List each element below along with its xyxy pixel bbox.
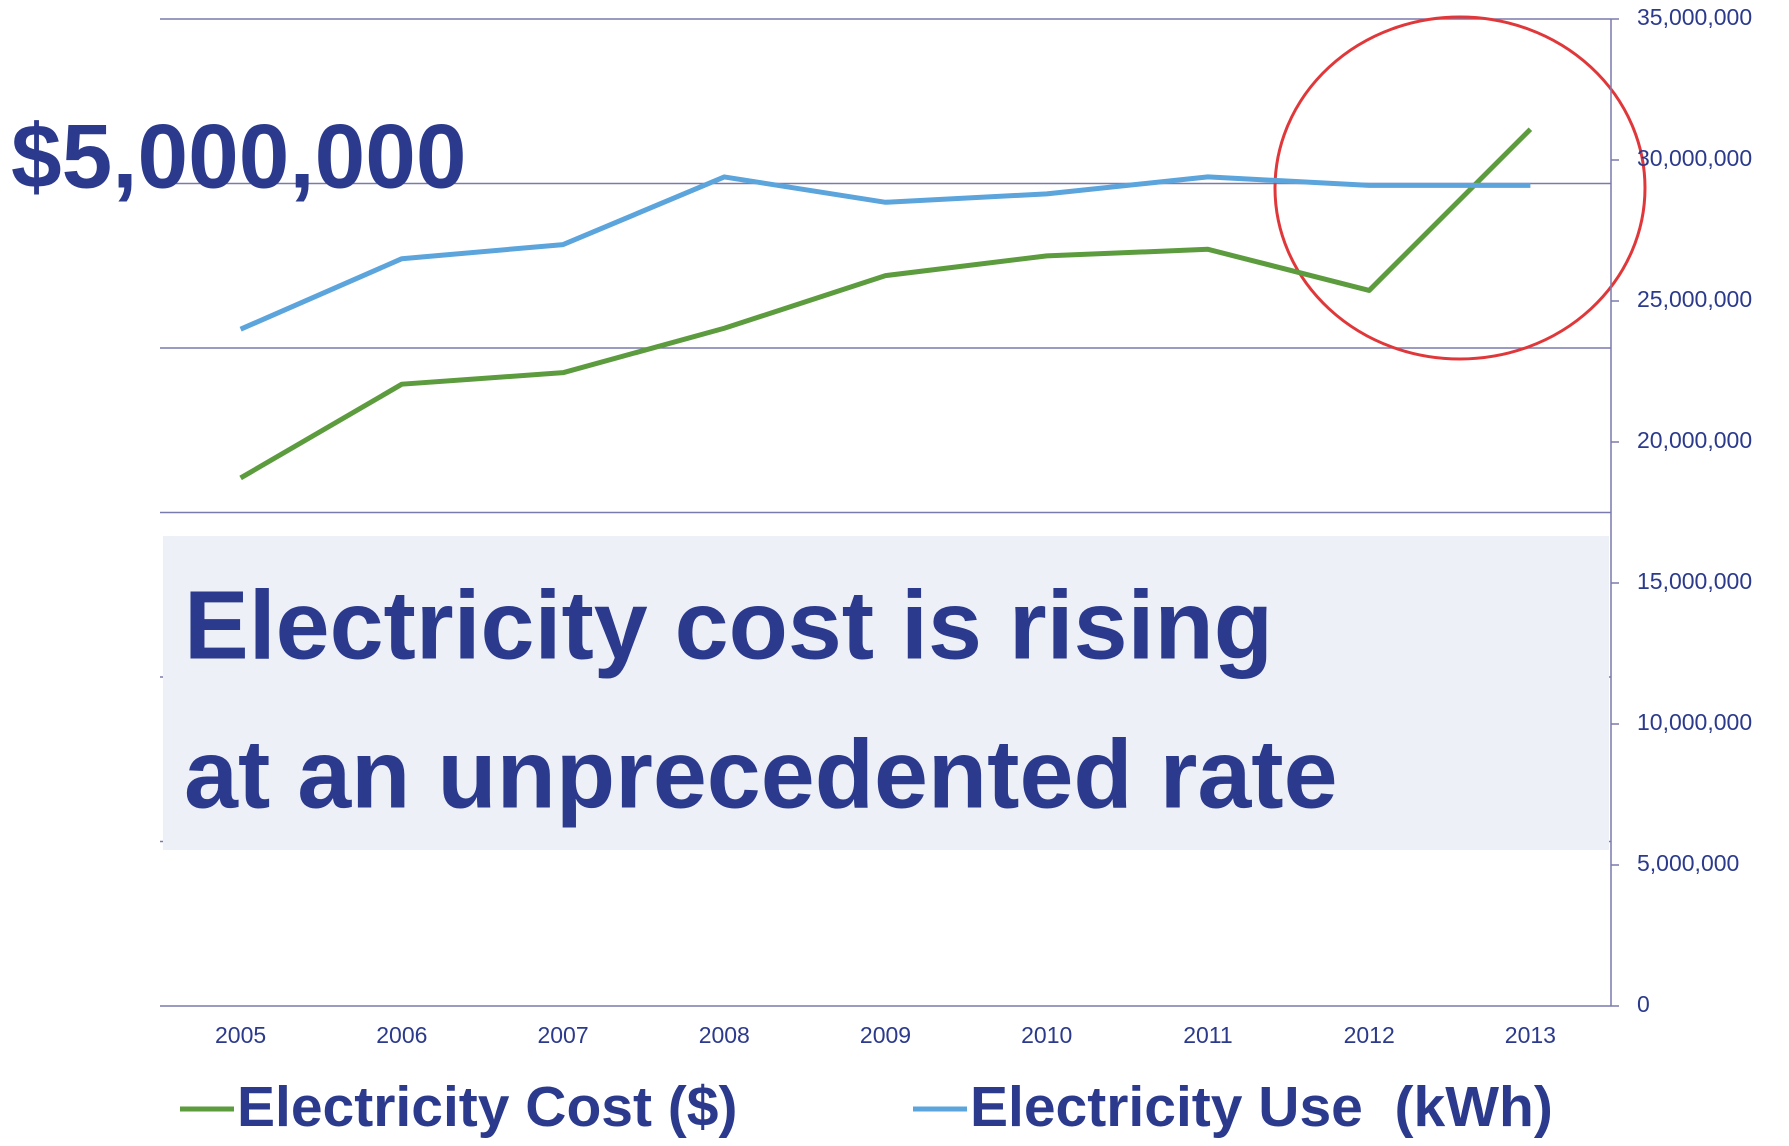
- highlight-circle: [1273, 15, 1647, 361]
- y2-tick-label: 0: [1637, 991, 1650, 1017]
- y2-tick-label: 20,000,000: [1637, 427, 1752, 453]
- x-tick-label: 2005: [215, 1022, 266, 1048]
- x-tick-label: 2010: [1021, 1022, 1072, 1048]
- annotation-text: Electricity cost is rising: [184, 571, 1273, 680]
- y2-tick-label: 10,000,000: [1637, 709, 1752, 735]
- annotation-box: [163, 536, 1609, 850]
- y2-tick-label: 30,000,000: [1637, 145, 1752, 171]
- y2-tick-label: 15,000,000: [1637, 568, 1752, 594]
- x-tick-label: 2007: [537, 1022, 588, 1048]
- x-tick-label: 2012: [1344, 1022, 1395, 1048]
- series-line: [239, 174, 1531, 332]
- x-tick-label: 2013: [1505, 1022, 1556, 1048]
- x-tick-label: 2006: [376, 1022, 427, 1048]
- y2-tick-label: 35,000,000: [1637, 4, 1752, 30]
- series-line: [239, 127, 1533, 481]
- x-tick-label: 2008: [699, 1022, 750, 1048]
- x-tick-label: 2009: [860, 1022, 911, 1048]
- annotation-text: at an unprecedented rate: [184, 720, 1338, 829]
- y-tick-label: $5,000,000: [11, 107, 466, 208]
- legend-label: Electricity Use (kWh): [970, 1075, 1553, 1139]
- y2-tick-label: 25,000,000: [1637, 286, 1752, 312]
- y2-tick-label: 5,000,000: [1637, 850, 1739, 876]
- legend-label: Electricity Cost ($): [237, 1075, 737, 1139]
- x-tick-label: 2011: [1183, 1022, 1232, 1048]
